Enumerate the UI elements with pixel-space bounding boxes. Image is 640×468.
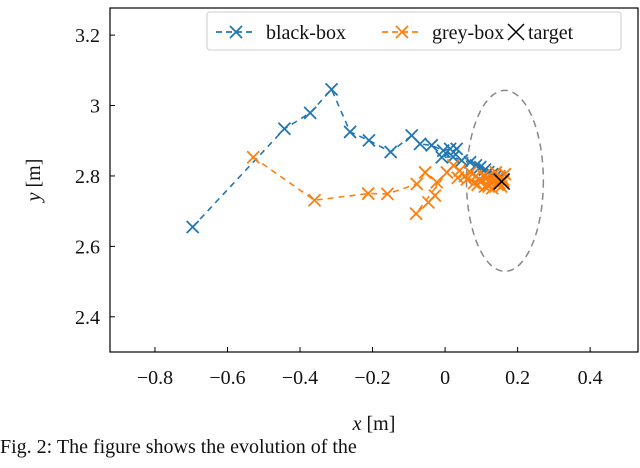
data-point-grey-box — [380, 187, 395, 201]
y-tick-label: 3.2 — [75, 25, 100, 47]
y-axis-ticks: 2.4 2.6 2.8 3 3.2 — [75, 25, 115, 329]
series-black-box — [186, 82, 507, 234]
y-tick-label: 2.8 — [75, 166, 100, 188]
data-point-grey-box — [421, 195, 436, 209]
x-tick-label: 0 — [440, 367, 450, 389]
x-tick-label: −0.4 — [282, 367, 318, 389]
y-axis-label: y [m] — [23, 159, 45, 204]
data-point-black-box — [277, 122, 292, 136]
legend: black-box grey-box target — [206, 11, 622, 51]
data-point-black-box — [303, 106, 317, 120]
plot-marks — [186, 82, 545, 273]
data-point-grey-box — [460, 172, 474, 187]
x-tick-label: −0.6 — [209, 367, 245, 389]
data-point-black-box — [469, 158, 483, 173]
data-point-grey-box — [410, 177, 424, 191]
legend-label-target: target — [528, 22, 574, 44]
y-tick-label: 2.6 — [75, 236, 100, 258]
data-point-grey-box — [409, 206, 423, 221]
data-point-grey-box — [430, 175, 444, 189]
legend-label-black-box: black-box — [266, 22, 346, 44]
data-point-black-box — [413, 137, 427, 151]
x-tick-label: 0.2 — [505, 367, 530, 389]
target-marker — [493, 173, 511, 191]
data-point-black-box — [425, 138, 439, 152]
data-point-grey-box — [307, 193, 322, 207]
series-grey-box — [246, 150, 512, 221]
series-line-black-box — [192, 87, 500, 228]
data-point-black-box — [384, 145, 398, 159]
data-point-black-box — [324, 82, 339, 96]
figure-caption: Fig. 2: The figure shows the evolution o… — [0, 436, 357, 458]
x-axis-label: x [m] — [352, 413, 396, 435]
data-point-black-box — [362, 133, 376, 148]
y-tick-label: 2.4 — [75, 307, 100, 329]
data-point-grey-box — [361, 186, 375, 201]
data-point-black-box — [450, 142, 464, 156]
legend-marker-grey-box — [395, 25, 409, 39]
legend-marker-target — [507, 23, 525, 41]
y-tick-label: 3 — [90, 96, 100, 118]
data-point-black-box — [186, 220, 200, 234]
x-tick-label: 0.4 — [578, 367, 603, 389]
data-point-grey-box — [472, 172, 487, 187]
data-point-grey-box — [418, 165, 432, 180]
x-tick-label: −0.8 — [137, 367, 173, 389]
legend-marker-black-box — [229, 25, 243, 39]
data-point-black-box — [343, 125, 357, 139]
data-point-grey-box — [246, 150, 260, 164]
data-point-black-box — [435, 150, 449, 164]
legend-label-grey-box: grey-box — [432, 22, 504, 44]
x-tick-label: −0.2 — [354, 367, 390, 389]
plot-frame — [109, 7, 639, 353]
legend-box — [206, 11, 622, 51]
x-axis-ticks: −0.8 −0.6 −0.4 −0.2 0 0.2 0.4 — [137, 347, 603, 389]
data-point-black-box — [455, 153, 469, 168]
